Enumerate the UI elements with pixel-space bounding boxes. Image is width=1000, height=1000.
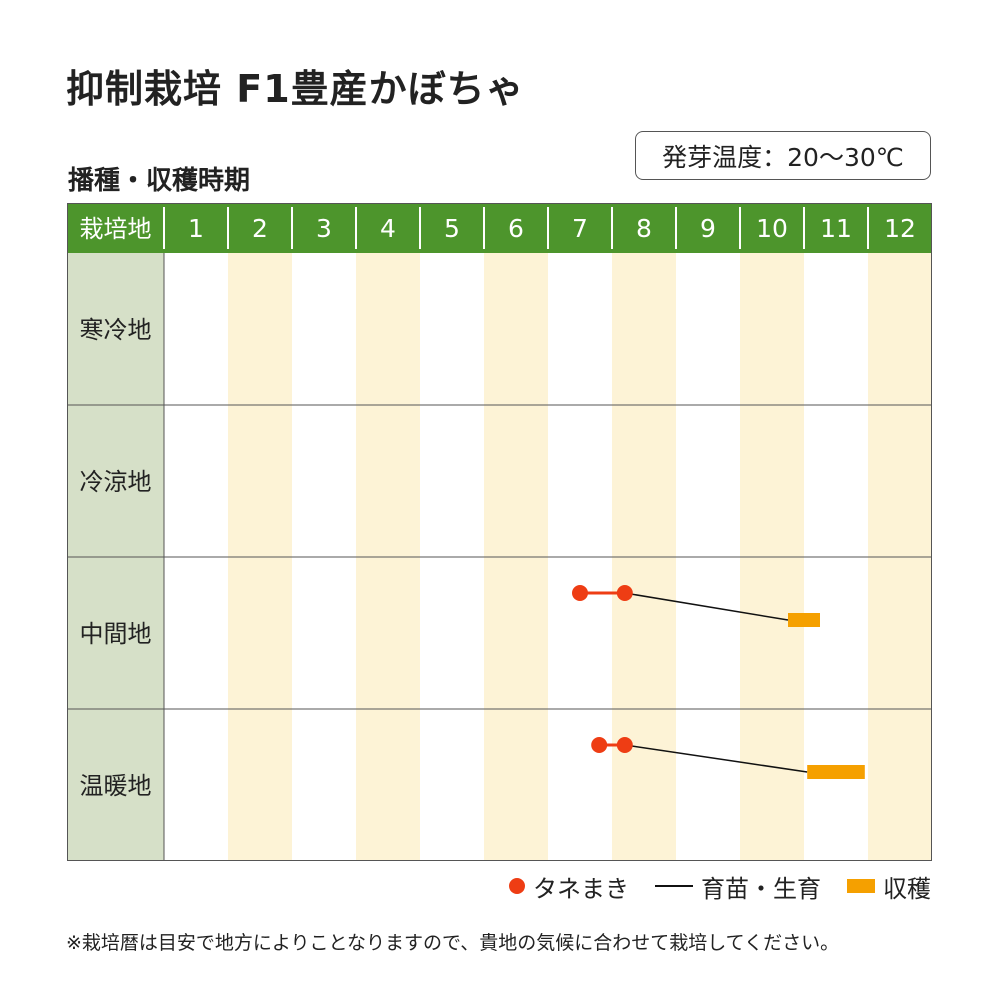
page-title: 抑制栽培 F1豊産かぼちゃ (66, 67, 525, 111)
month-label-8: 8 (636, 214, 652, 243)
month-label-12: 12 (884, 214, 916, 243)
month-label-2: 2 (252, 214, 268, 243)
month-label-7: 7 (572, 214, 588, 243)
sowing-end-dot-3 (616, 737, 633, 753)
legend-label-harvest: 収穫 (883, 874, 931, 903)
legend-label-sowing: タネまき (533, 874, 629, 903)
harvest-bar-2 (788, 613, 820, 627)
region-label-2: 中間地 (80, 620, 152, 648)
growing-line-icon (655, 885, 693, 887)
month-label-10: 10 (756, 214, 788, 243)
month-label-1: 1 (188, 214, 204, 243)
month-label-6: 6 (508, 214, 524, 243)
sowing-start-dot-2 (572, 585, 588, 601)
growing-line-2 (624, 592, 789, 621)
legend-label-growing: 育苗・生育 (701, 874, 821, 903)
growing-line-3 (624, 744, 808, 773)
header-label: 栽培地 (80, 215, 152, 243)
legend-item-growing: 育苗・生育 (655, 869, 821, 904)
harvest-bar-icon (847, 879, 875, 893)
harvest-bar-3 (807, 765, 865, 779)
region-label-1: 冷涼地 (80, 468, 152, 496)
region-label-0: 寒冷地 (80, 316, 152, 344)
germination-temperature-box: 発芽温度：20〜30℃ (635, 131, 931, 180)
month-label-4: 4 (380, 214, 396, 243)
sowing-end-dot-2 (616, 585, 633, 601)
region-label-3: 温暖地 (80, 772, 152, 800)
month-label-3: 3 (316, 214, 332, 243)
month-label-9: 9 (700, 214, 716, 243)
sowing-start-dot-3 (591, 737, 608, 753)
germination-temperature-text: 発芽温度：20〜30℃ (662, 142, 904, 172)
legend-item-harvest: 収穫 (847, 869, 931, 904)
month-label-11: 11 (820, 214, 852, 243)
chart-header (67, 203, 932, 253)
sowing-dot-icon (509, 878, 525, 894)
legend-item-sowing: タネまき (509, 869, 629, 904)
chart-legend: タネまき 育苗・生育 収穫 (500, 868, 931, 904)
footnote: ※栽培暦は目安で地方によりことなりますので、貴地の気候に合わせて栽培してください… (66, 932, 840, 954)
section-subtitle: 播種・収穫時期 (68, 166, 251, 196)
month-label-5: 5 (444, 214, 460, 243)
chart-border (67, 203, 932, 861)
